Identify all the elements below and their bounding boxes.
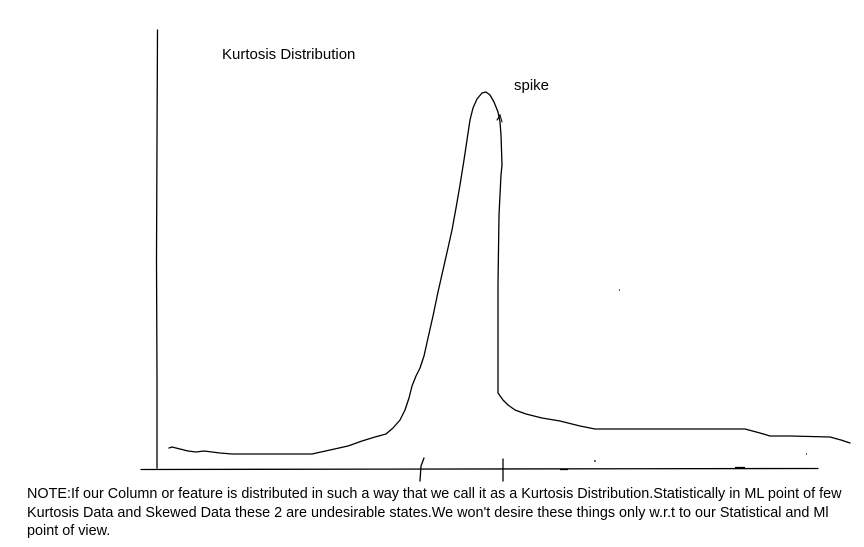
axis-tick-left [419, 457, 425, 482]
note-text: NOTE:If our Column or feature is distrib… [27, 486, 842, 539]
peak-label: spike [514, 77, 550, 94]
y-axis [155, 29, 159, 469]
diagram-title: Kurtosis Distribution [222, 46, 356, 63]
x-axis [140, 467, 819, 471]
distribution-curve [168, 91, 851, 455]
curve-hook [496, 113, 503, 123]
